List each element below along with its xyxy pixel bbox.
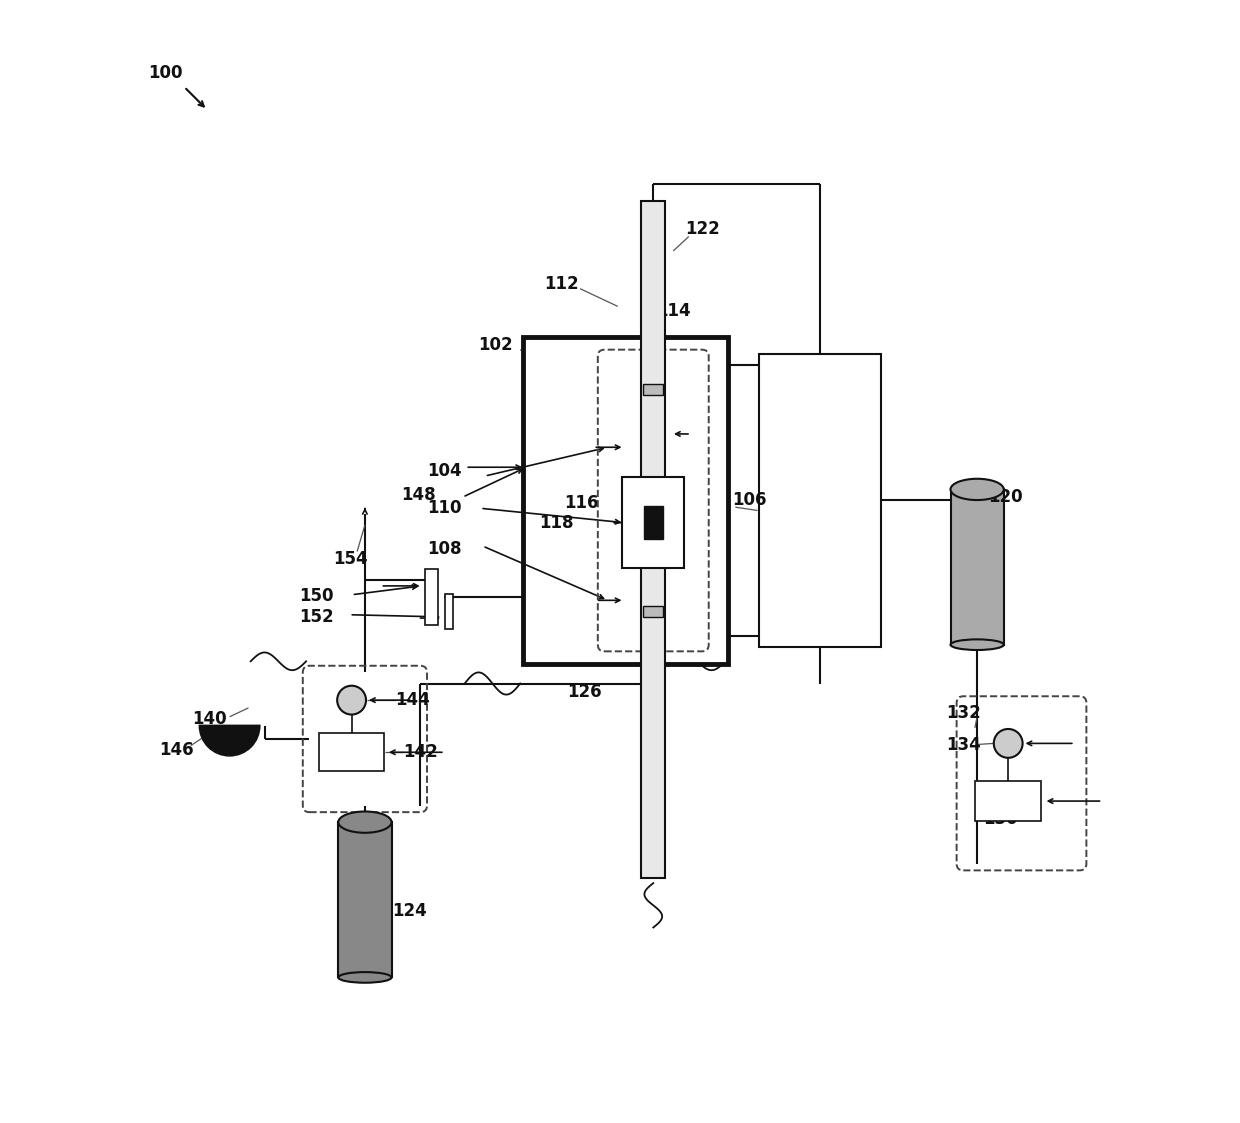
Text: 142: 142 xyxy=(403,743,438,761)
Text: 118: 118 xyxy=(539,513,574,531)
Text: 134: 134 xyxy=(946,736,981,754)
Ellipse shape xyxy=(339,973,392,983)
Bar xyxy=(622,477,684,568)
Text: 120: 120 xyxy=(988,489,1023,506)
Bar xyxy=(975,782,1042,821)
Text: 102: 102 xyxy=(479,336,513,354)
Ellipse shape xyxy=(951,639,1003,650)
Text: 104: 104 xyxy=(428,462,463,480)
Text: 144: 144 xyxy=(396,691,430,709)
Bar xyxy=(445,594,453,629)
Text: 116: 116 xyxy=(564,494,599,512)
Text: 148: 148 xyxy=(401,486,435,504)
Ellipse shape xyxy=(951,478,1003,500)
Text: 122: 122 xyxy=(684,220,719,238)
Bar xyxy=(644,506,662,539)
Bar xyxy=(644,606,663,617)
Text: 126: 126 xyxy=(567,684,601,702)
Bar xyxy=(320,733,383,772)
Text: 130: 130 xyxy=(983,810,1018,828)
Bar xyxy=(951,490,1003,645)
Text: 146: 146 xyxy=(159,741,193,759)
Circle shape xyxy=(993,729,1023,758)
Text: 152: 152 xyxy=(299,608,334,626)
Text: 110: 110 xyxy=(428,500,463,518)
Text: 132: 132 xyxy=(946,704,981,722)
Ellipse shape xyxy=(339,812,392,833)
Text: 140: 140 xyxy=(192,710,227,728)
Text: 150: 150 xyxy=(299,587,334,605)
Text: 114: 114 xyxy=(656,302,691,320)
Bar xyxy=(759,354,880,648)
Text: 100: 100 xyxy=(148,64,182,82)
Wedge shape xyxy=(200,725,259,756)
Text: 154: 154 xyxy=(334,550,368,568)
Bar xyxy=(339,822,392,977)
Bar xyxy=(425,569,438,624)
Circle shape xyxy=(337,686,366,714)
Bar xyxy=(644,384,663,395)
Bar xyxy=(641,201,666,877)
Text: 112: 112 xyxy=(544,275,579,293)
Bar xyxy=(523,337,728,664)
Text: 108: 108 xyxy=(428,540,463,558)
Text: 106: 106 xyxy=(733,492,768,510)
Text: 124: 124 xyxy=(392,902,427,920)
